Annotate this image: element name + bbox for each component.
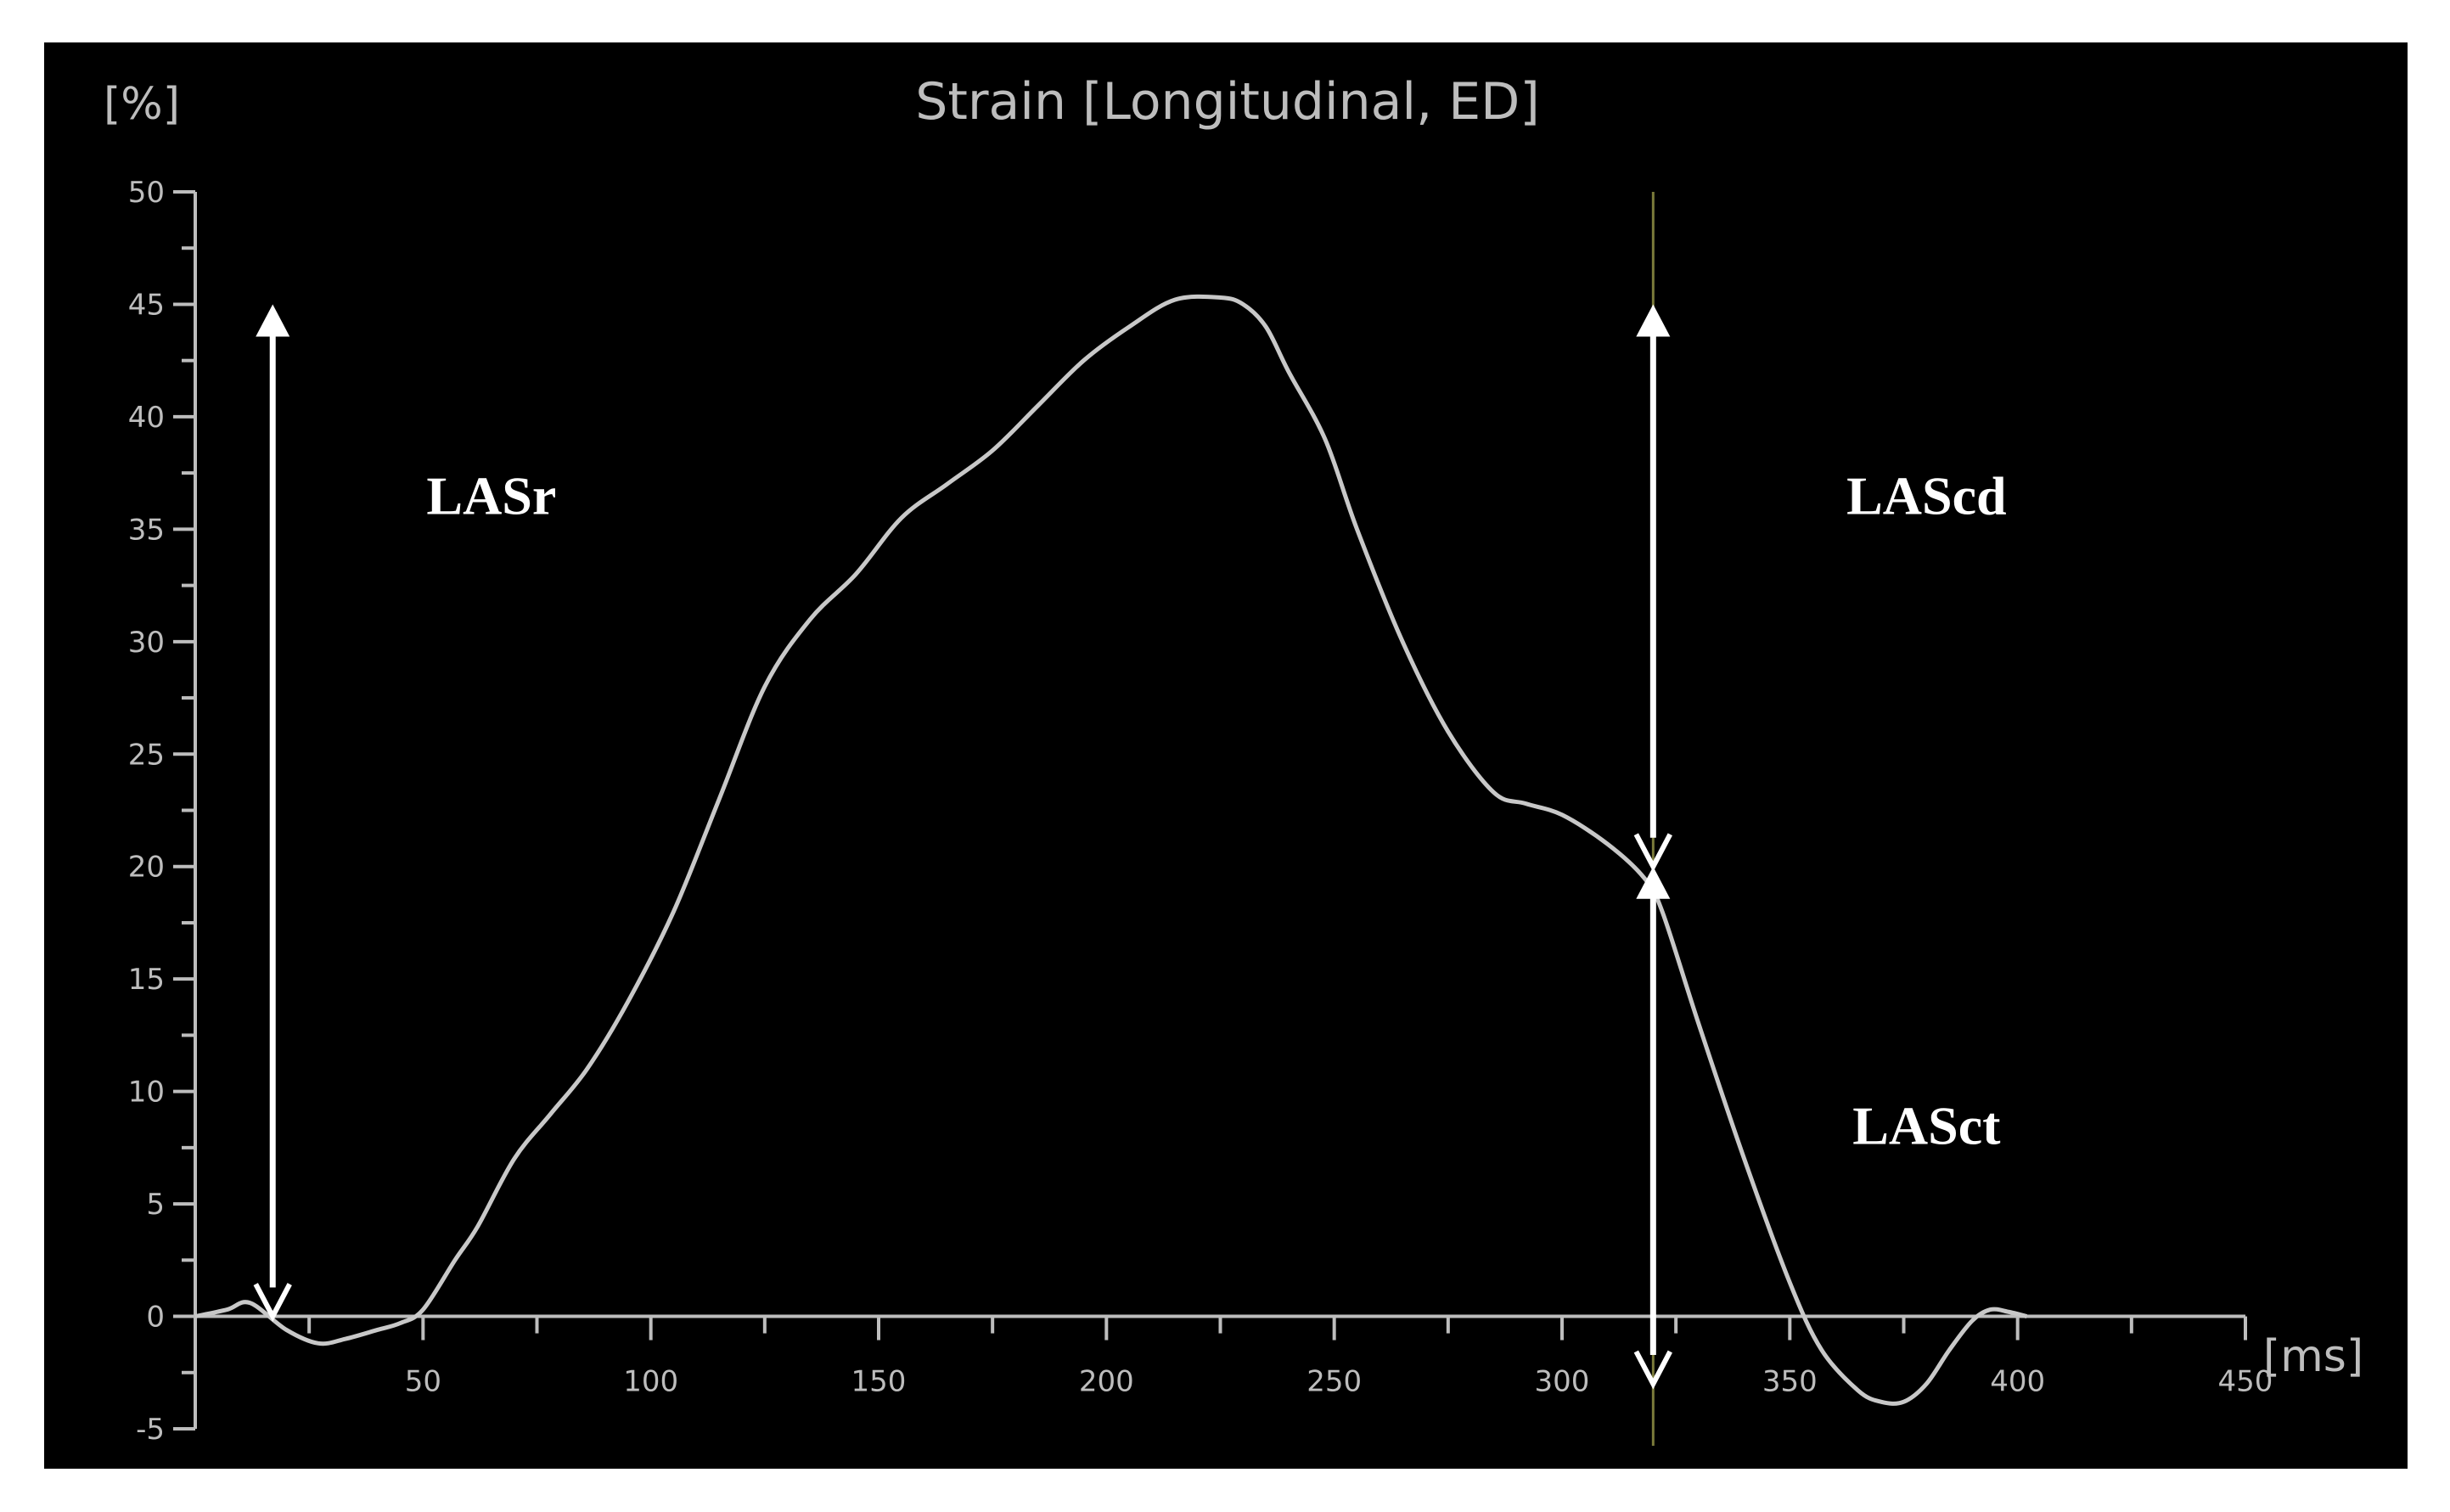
x-tick-label: 200 bbox=[1079, 1365, 1134, 1399]
arrow-head-down bbox=[253, 1283, 292, 1322]
annotation-label: LAScd bbox=[1846, 466, 2007, 526]
x-tick-label: 50 bbox=[405, 1365, 441, 1399]
x-tick-label: 300 bbox=[1535, 1365, 1590, 1399]
annotation-label: LASct bbox=[1852, 1095, 2001, 1155]
x-axis-unit-label: [ms] bbox=[2263, 1331, 2363, 1382]
arrow-head-up bbox=[1636, 304, 1671, 337]
x-tick-label: 150 bbox=[851, 1365, 907, 1399]
annotation-label: LASr bbox=[426, 466, 556, 526]
y-tick-label: 0 bbox=[146, 1301, 165, 1335]
strain-curve-series-0 bbox=[194, 294, 2028, 1406]
chart-title: Strain [Longitudinal, ED] bbox=[915, 72, 1540, 132]
y-tick-label: 35 bbox=[128, 513, 165, 547]
y-tick-label: 45 bbox=[128, 288, 165, 322]
arrow-head-down bbox=[1633, 1350, 1672, 1390]
y-tick-label: 50 bbox=[128, 176, 165, 210]
y-tick-label: 20 bbox=[128, 851, 165, 885]
arrow-head-up bbox=[1636, 866, 1671, 899]
y-tick-label: 40 bbox=[128, 401, 165, 435]
x-tick-label: 400 bbox=[1990, 1365, 2045, 1399]
y-tick-label: 25 bbox=[128, 738, 165, 772]
strain-chart: -5 0 5 10 15 20 25 30 35 40 45 50 50 100 150 200 250 300 3… bbox=[104, 72, 2363, 1447]
arrow-head-up bbox=[256, 304, 290, 337]
y-tick-label: 30 bbox=[128, 626, 165, 660]
y-tick-label: 5 bbox=[146, 1188, 165, 1222]
x-tick-label: 250 bbox=[1306, 1365, 1362, 1399]
x-tick-label: 450 bbox=[2218, 1365, 2273, 1399]
y-axis-unit-label: [%] bbox=[104, 79, 180, 130]
y-tick-label: 15 bbox=[128, 963, 165, 997]
y-tick-label: -5 bbox=[136, 1413, 165, 1447]
x-tick-label: 350 bbox=[1762, 1365, 1818, 1399]
chart-panel: -5 0 5 10 15 20 25 30 35 40 45 50 50 100 150 200 250 300 3… bbox=[44, 42, 2408, 1469]
y-tick-label: 10 bbox=[128, 1076, 165, 1110]
x-tick-label: 100 bbox=[623, 1365, 678, 1399]
